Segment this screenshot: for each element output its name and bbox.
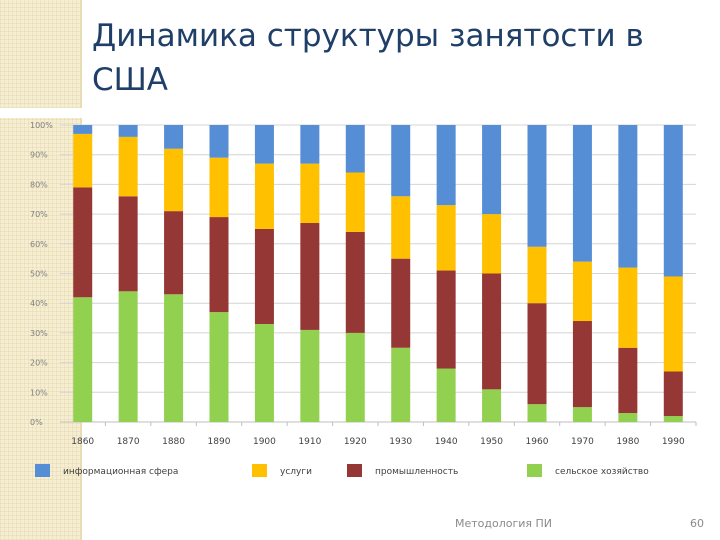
bar-segment xyxy=(572,125,592,262)
y-tick-label: 60% xyxy=(30,240,48,249)
legend-swatch xyxy=(527,464,542,477)
legend-label: информационная сфера xyxy=(63,467,178,477)
bar-segment xyxy=(73,125,93,134)
x-tick-label: 1900 xyxy=(253,437,276,447)
bar-segment xyxy=(663,276,683,372)
bar-segment xyxy=(118,125,138,137)
x-tick-label: 1890 xyxy=(208,437,231,447)
x-tick-label: 1970 xyxy=(571,437,594,447)
x-tick-label: 1880 xyxy=(162,437,185,447)
bar-segment xyxy=(118,196,138,292)
decorative-strip-band xyxy=(0,108,82,118)
y-tick-label: 20% xyxy=(30,359,48,368)
y-tick-label: 0% xyxy=(30,418,43,427)
bar-segment xyxy=(618,267,638,348)
bar-segment xyxy=(482,389,502,422)
bar-segment xyxy=(209,157,229,218)
bar-segment xyxy=(391,258,411,348)
x-tick-label: 1930 xyxy=(389,437,412,447)
bar-segment xyxy=(209,312,229,422)
bar-segment xyxy=(118,291,138,422)
legend-swatch xyxy=(35,464,50,477)
bar-segment xyxy=(209,125,229,158)
bar-segment xyxy=(482,125,502,215)
legend-label: промышленность xyxy=(375,467,458,477)
bar-segment xyxy=(164,211,184,295)
bar-segment xyxy=(391,347,411,422)
y-tick-label: 50% xyxy=(30,270,48,279)
bar-segment xyxy=(663,125,683,277)
x-tick-label: 1990 xyxy=(662,437,685,447)
x-tick-label: 1870 xyxy=(117,437,140,447)
x-tick-label: 1950 xyxy=(480,437,503,447)
bar-segment xyxy=(73,297,93,422)
bar-segment xyxy=(164,294,184,422)
bar-segment xyxy=(572,407,592,422)
decorative-side-strip xyxy=(0,0,80,540)
bar-segment xyxy=(73,187,93,298)
bar-segment xyxy=(436,125,456,206)
bar-segment xyxy=(254,228,274,324)
bar-segment xyxy=(209,217,229,313)
bar-segment xyxy=(436,205,456,271)
bar-segment xyxy=(164,125,184,149)
bar-segment xyxy=(391,125,411,197)
legend-label: сельское хозяйство xyxy=(555,467,649,477)
y-tick-label: 100% xyxy=(30,121,53,130)
x-tick-label: 1940 xyxy=(435,437,458,447)
bar-segment xyxy=(254,163,274,229)
bar-segment xyxy=(300,125,320,164)
y-tick-label: 10% xyxy=(30,388,48,397)
bar-segment xyxy=(572,321,592,408)
bar-segment xyxy=(663,371,683,417)
slide-title: Динамика структуры занятости в США xyxy=(92,18,644,98)
bar-segment xyxy=(618,347,638,414)
bar-segment xyxy=(527,404,547,422)
bar-segment xyxy=(118,136,138,197)
y-tick-label: 90% xyxy=(30,151,48,160)
page-number: 60 xyxy=(690,517,704,530)
bar-segment xyxy=(436,368,456,422)
legend-swatch xyxy=(252,464,267,477)
bar-segment xyxy=(345,231,365,333)
bar-segment xyxy=(164,148,184,212)
bar-segment xyxy=(300,223,320,330)
bar-segment xyxy=(618,125,638,268)
x-tick-label: 1960 xyxy=(526,437,549,447)
bar-segment xyxy=(300,163,320,224)
bar-segment xyxy=(345,332,365,422)
bar-segment xyxy=(73,133,93,188)
bar-segment xyxy=(254,323,274,422)
y-tick-label: 70% xyxy=(30,210,48,219)
x-tick-label: 1860 xyxy=(71,437,94,447)
bar-segment xyxy=(572,261,592,322)
y-tick-label: 30% xyxy=(30,329,48,338)
bar-segment xyxy=(527,303,547,405)
bar-segment xyxy=(391,196,411,259)
legend-swatch xyxy=(347,464,362,477)
bar-segment xyxy=(345,172,365,232)
bar-segment xyxy=(345,125,365,173)
bar-segment xyxy=(663,416,683,422)
x-tick-label: 1980 xyxy=(616,437,639,447)
footer-text: Методология ПИ xyxy=(455,517,553,530)
bar-segment xyxy=(482,273,502,390)
bar-segment xyxy=(436,270,456,369)
x-tick-label: 1920 xyxy=(344,437,367,447)
bar-segment xyxy=(482,214,502,274)
bar-segment xyxy=(254,125,274,164)
bar-segment xyxy=(527,246,547,304)
legend-label: услуги xyxy=(280,467,312,477)
bar-segment xyxy=(618,413,638,422)
x-tick-label: 1910 xyxy=(298,437,321,447)
y-tick-label: 80% xyxy=(30,180,48,189)
y-tick-label: 40% xyxy=(30,299,48,308)
bar-segment xyxy=(300,329,320,422)
bar-segment xyxy=(527,125,547,247)
